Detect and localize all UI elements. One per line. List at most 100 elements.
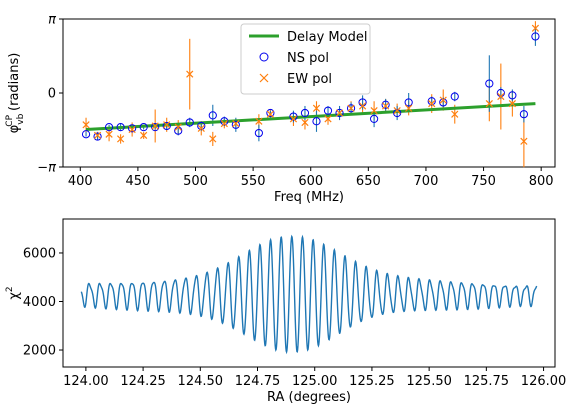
ew-pol-point bbox=[347, 104, 355, 112]
ns-pol-point bbox=[139, 123, 148, 132]
ns-pol-point bbox=[231, 120, 240, 129]
top-x-tick-label: 800 bbox=[529, 174, 554, 189]
bottom-x-tick-label: 124.75 bbox=[235, 374, 281, 389]
top-y-axis-superscript: CP bbox=[5, 114, 15, 126]
ew-pol-point bbox=[451, 110, 459, 118]
ew-pol-point bbox=[163, 121, 171, 129]
ns-pol-point bbox=[185, 118, 194, 127]
top-y-axis-label: φvbCP (radians) bbox=[5, 53, 26, 134]
bottom-y-axis-symbol: χ bbox=[7, 292, 22, 300]
bottom-x-tick-label: 125.50 bbox=[406, 374, 452, 389]
svg-text:χ2: χ2 bbox=[5, 286, 22, 299]
ns-pol-point bbox=[208, 111, 217, 120]
top-x-tick-label: 650 bbox=[356, 174, 381, 189]
top-x-tick-label: 750 bbox=[471, 174, 496, 189]
ns-pol-point bbox=[439, 98, 448, 107]
ns-pol-point bbox=[254, 128, 263, 138]
ns-pol-point bbox=[312, 117, 321, 126]
top-y-ticks: −π 0 π bbox=[37, 13, 63, 176]
bottom-y-axis-superscript: 2 bbox=[5, 286, 15, 292]
ns-pol-point bbox=[300, 108, 310, 118]
ew-pol-point bbox=[255, 117, 263, 125]
ns-pol-point bbox=[197, 121, 206, 131]
ew-pol-point bbox=[520, 137, 528, 145]
ew-pol-point bbox=[209, 135, 217, 143]
legend-ew-pol-marker bbox=[259, 73, 269, 83]
ew-pol-point bbox=[266, 110, 275, 118]
ew-pol-point bbox=[220, 119, 228, 128]
top-x-tick-label: 450 bbox=[125, 174, 150, 189]
ns-pol-point bbox=[128, 124, 137, 133]
top-y-tick-label: 0 bbox=[48, 87, 56, 102]
ns-pol-point bbox=[162, 121, 171, 131]
top-y-axis-subscript: vb bbox=[16, 113, 26, 124]
ns-pol-point bbox=[531, 32, 540, 41]
bottom-x-tick-label: 125.75 bbox=[464, 374, 510, 389]
bottom-y-tick-label: 2000 bbox=[23, 344, 56, 359]
delay-model-line bbox=[85, 102, 536, 132]
chi2-curve bbox=[80, 234, 538, 355]
ew-pol-point bbox=[335, 109, 344, 117]
ew-pol-point bbox=[140, 131, 148, 140]
ew-pol-point bbox=[232, 119, 240, 128]
bottom-y-tick-label: 4000 bbox=[23, 295, 56, 310]
top-chart-marks bbox=[81, 21, 540, 168]
ew-pol-point bbox=[128, 125, 136, 134]
ew-pol-point bbox=[370, 107, 378, 115]
top-x-tick-label: 700 bbox=[414, 174, 439, 189]
legend-box bbox=[240, 23, 371, 95]
ew-pol-point bbox=[393, 107, 401, 115]
ew-pol-point bbox=[312, 104, 321, 112]
bottom-plot-frame bbox=[62, 218, 556, 368]
top-y-tick-label: π bbox=[48, 13, 56, 28]
ns-pol-point bbox=[519, 110, 528, 119]
bottom-y-tick-label: 6000 bbox=[23, 246, 56, 261]
ns-pol-point bbox=[81, 130, 91, 139]
ew-pol-point bbox=[197, 124, 205, 132]
ns-pol-point bbox=[427, 97, 436, 106]
top-x-ticks: 400 450 500 550 600 650 700 750 800 bbox=[68, 167, 554, 189]
top-y-axis-unit: (radians) bbox=[7, 53, 22, 111]
top-x-tick-label: 500 bbox=[183, 174, 208, 189]
top-y-tick-label: −π bbox=[37, 161, 56, 176]
bottom-y-ticks: 2000 4000 6000 bbox=[23, 246, 63, 359]
svg-text:φvbCP(radians): φvbCP (radians) bbox=[5, 53, 26, 134]
ew-pol-point bbox=[358, 102, 367, 110]
legend-delay-model-label: Delay Model bbox=[287, 30, 367, 45]
ns-pol-point bbox=[289, 112, 298, 121]
bottom-chart-marks bbox=[80, 234, 538, 355]
ew-pol-point bbox=[508, 99, 516, 108]
ns-pol-point bbox=[370, 114, 379, 124]
ew-pol-point bbox=[289, 115, 298, 123]
bottom-chart-chi2-vs-ra: 124.00 124.25 124.50 124.75 125.00 125.25 125.… bbox=[5, 218, 567, 405]
ew-pol-point bbox=[174, 123, 182, 131]
top-y-axis-symbol: φ bbox=[7, 125, 22, 134]
ns-pol-point bbox=[323, 106, 333, 115]
ew-pol-point bbox=[531, 24, 540, 32]
ew-pol-point bbox=[439, 96, 447, 104]
ns-pol-point bbox=[346, 104, 356, 113]
ew-pol-point bbox=[186, 70, 194, 78]
legend-ew-pol-label: EW pol bbox=[287, 72, 332, 87]
ns-pol-point bbox=[485, 79, 494, 88]
top-x-tick-label: 600 bbox=[298, 174, 323, 189]
top-chart-phase-vs-freq: 400 450 500 550 600 650 700 750 800 −π 0 π Freq (M… bbox=[5, 13, 556, 205]
ns-pol-point bbox=[93, 132, 102, 141]
ew-pol-point bbox=[301, 118, 309, 127]
ew-pol-point bbox=[405, 104, 413, 112]
ns-pol-point bbox=[450, 92, 459, 101]
ew-pol-point bbox=[324, 115, 332, 123]
ew-pol-point bbox=[485, 99, 493, 108]
legend-ns-pol-label: NS pol bbox=[287, 51, 329, 66]
ns-pol-point bbox=[404, 98, 413, 107]
ns-pol-point bbox=[220, 117, 229, 126]
ns-pol-point bbox=[151, 123, 160, 132]
ew-pol-point bbox=[428, 99, 436, 108]
bottom-x-tick-label: 124.50 bbox=[178, 374, 224, 389]
top-chart-legend: Delay Model NS pol EW pol bbox=[240, 23, 371, 95]
ew-pol-point bbox=[105, 130, 113, 138]
ew-pol-point bbox=[381, 102, 390, 110]
bottom-x-tick-label: 126.00 bbox=[521, 374, 567, 389]
ew-pol-point bbox=[116, 135, 125, 143]
